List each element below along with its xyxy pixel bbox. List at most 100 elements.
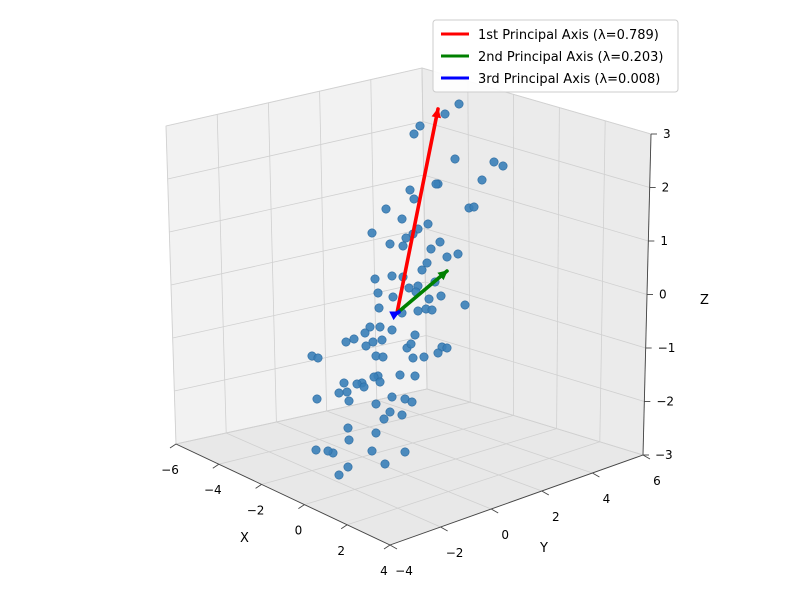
y-tick-label: 6 bbox=[653, 474, 661, 488]
legend-box bbox=[432, 19, 679, 93]
grid-y-floor bbox=[226, 432, 441, 528]
scatter-point bbox=[419, 352, 429, 362]
grid-z-left bbox=[175, 388, 428, 445]
scatter-point bbox=[342, 387, 352, 397]
x-tick-label: 4 bbox=[380, 564, 388, 578]
legend: 1st Principal Axis (λ=0.789) 2nd Princip… bbox=[432, 19, 679, 93]
principal-axis-2-head bbox=[437, 270, 448, 281]
scatter-point bbox=[413, 306, 423, 316]
scatter-point bbox=[387, 392, 397, 402]
grid-z-right bbox=[424, 228, 648, 295]
scatter-point bbox=[334, 388, 344, 398]
scatter-point bbox=[311, 445, 321, 455]
scatter-point bbox=[440, 109, 450, 119]
x-tick-mark bbox=[298, 504, 305, 509]
scatter-point bbox=[371, 428, 381, 438]
scatter-point bbox=[388, 292, 398, 302]
scatter-point bbox=[344, 435, 354, 445]
grid-x-floor bbox=[304, 428, 557, 505]
scatter-point bbox=[401, 233, 411, 243]
scatter-point bbox=[339, 378, 349, 388]
scatter-point bbox=[423, 219, 433, 229]
y-tick-mark bbox=[592, 472, 600, 478]
grid-x-floor bbox=[218, 401, 471, 465]
scatter-point bbox=[435, 237, 445, 247]
scatter-point bbox=[349, 334, 359, 344]
scatter-point bbox=[409, 194, 419, 204]
x-tick-label: 2 bbox=[337, 544, 345, 558]
y-tick-mark bbox=[541, 490, 550, 496]
scatter-point bbox=[334, 470, 344, 480]
scatter-point bbox=[405, 185, 415, 195]
scatter-point bbox=[442, 343, 452, 353]
legend-entry-3: 3rd Principal Axis (λ=0.008) bbox=[478, 72, 660, 87]
grid-z-left bbox=[167, 121, 423, 180]
x-axis-label: X bbox=[240, 531, 249, 546]
scatter-point bbox=[410, 371, 420, 381]
scatter-point bbox=[397, 214, 407, 224]
scatter-point bbox=[380, 459, 390, 469]
x-tick-mark bbox=[383, 544, 391, 550]
grid-y-floor bbox=[376, 399, 593, 474]
z-axis-label: Z bbox=[700, 293, 709, 308]
grid-z-left bbox=[169, 174, 424, 233]
y-tick-label: 0 bbox=[501, 528, 509, 542]
principal-axis-1-head bbox=[431, 107, 442, 119]
scatter-point bbox=[489, 157, 499, 167]
scatter-point bbox=[379, 414, 389, 424]
scatter-point bbox=[377, 335, 387, 345]
y-axis-label: Y bbox=[539, 541, 548, 556]
x-tick-mark bbox=[169, 443, 177, 449]
scatter-point bbox=[359, 382, 369, 392]
z-tick-label: −3 bbox=[655, 448, 673, 462]
grid-z-left bbox=[174, 335, 427, 392]
scatter-point bbox=[406, 339, 416, 349]
y-axis-line bbox=[389, 454, 644, 546]
z-tick-label: 1 bbox=[660, 234, 668, 248]
legend-entry-1: 1st Principal Axis (λ=0.789) bbox=[478, 28, 659, 43]
scatter-point bbox=[427, 305, 437, 315]
scatter-point bbox=[343, 462, 353, 472]
scatter-point bbox=[370, 274, 380, 284]
z-tick-label: 2 bbox=[662, 181, 670, 195]
back-pane-left bbox=[165, 67, 428, 445]
principal-axis-1-shaft bbox=[395, 107, 440, 315]
scatter-point bbox=[433, 348, 443, 358]
scatter-point bbox=[469, 202, 479, 212]
scatter-point bbox=[450, 154, 460, 164]
scatter-point bbox=[375, 322, 385, 332]
x-tick-label: 0 bbox=[295, 524, 303, 538]
scatter-point bbox=[395, 370, 405, 380]
x-tick-label: −2 bbox=[247, 503, 265, 517]
y-tick-mark bbox=[440, 526, 448, 532]
grid-z-right bbox=[425, 281, 646, 349]
principal-axis-3-head bbox=[389, 311, 401, 321]
scatter-point bbox=[375, 377, 385, 387]
y-tick-label: 2 bbox=[552, 510, 560, 524]
scatter-point bbox=[426, 244, 436, 254]
scatter-point bbox=[453, 249, 463, 259]
scatter-point bbox=[374, 303, 384, 313]
scatter-point bbox=[312, 394, 322, 404]
scatter-point bbox=[360, 328, 370, 338]
grid-x-floor bbox=[261, 415, 514, 485]
x-tick-label: −6 bbox=[161, 463, 179, 477]
scatter-point bbox=[367, 446, 377, 456]
scatter-point bbox=[454, 99, 464, 109]
grid-z-right bbox=[422, 121, 650, 188]
grid-z-left bbox=[170, 228, 425, 286]
scatter-point bbox=[378, 352, 388, 362]
scatter-point bbox=[385, 407, 395, 417]
scatter-point bbox=[404, 283, 414, 293]
scatter-point bbox=[381, 204, 391, 214]
z-tick-label: −1 bbox=[658, 341, 676, 355]
ticks: −6 −4 −2 0 2 4 −4 −2 0 2 4 6 −3 −2 −1 0 1 2 3 bbox=[161, 127, 675, 578]
grid-z-left bbox=[165, 67, 423, 127]
scatter-point bbox=[371, 399, 381, 409]
scatter-point bbox=[422, 258, 432, 268]
scatter-point bbox=[313, 353, 323, 363]
scatter-point bbox=[368, 337, 378, 347]
x-tick-mark bbox=[340, 524, 348, 530]
grid-z-right bbox=[426, 388, 644, 456]
